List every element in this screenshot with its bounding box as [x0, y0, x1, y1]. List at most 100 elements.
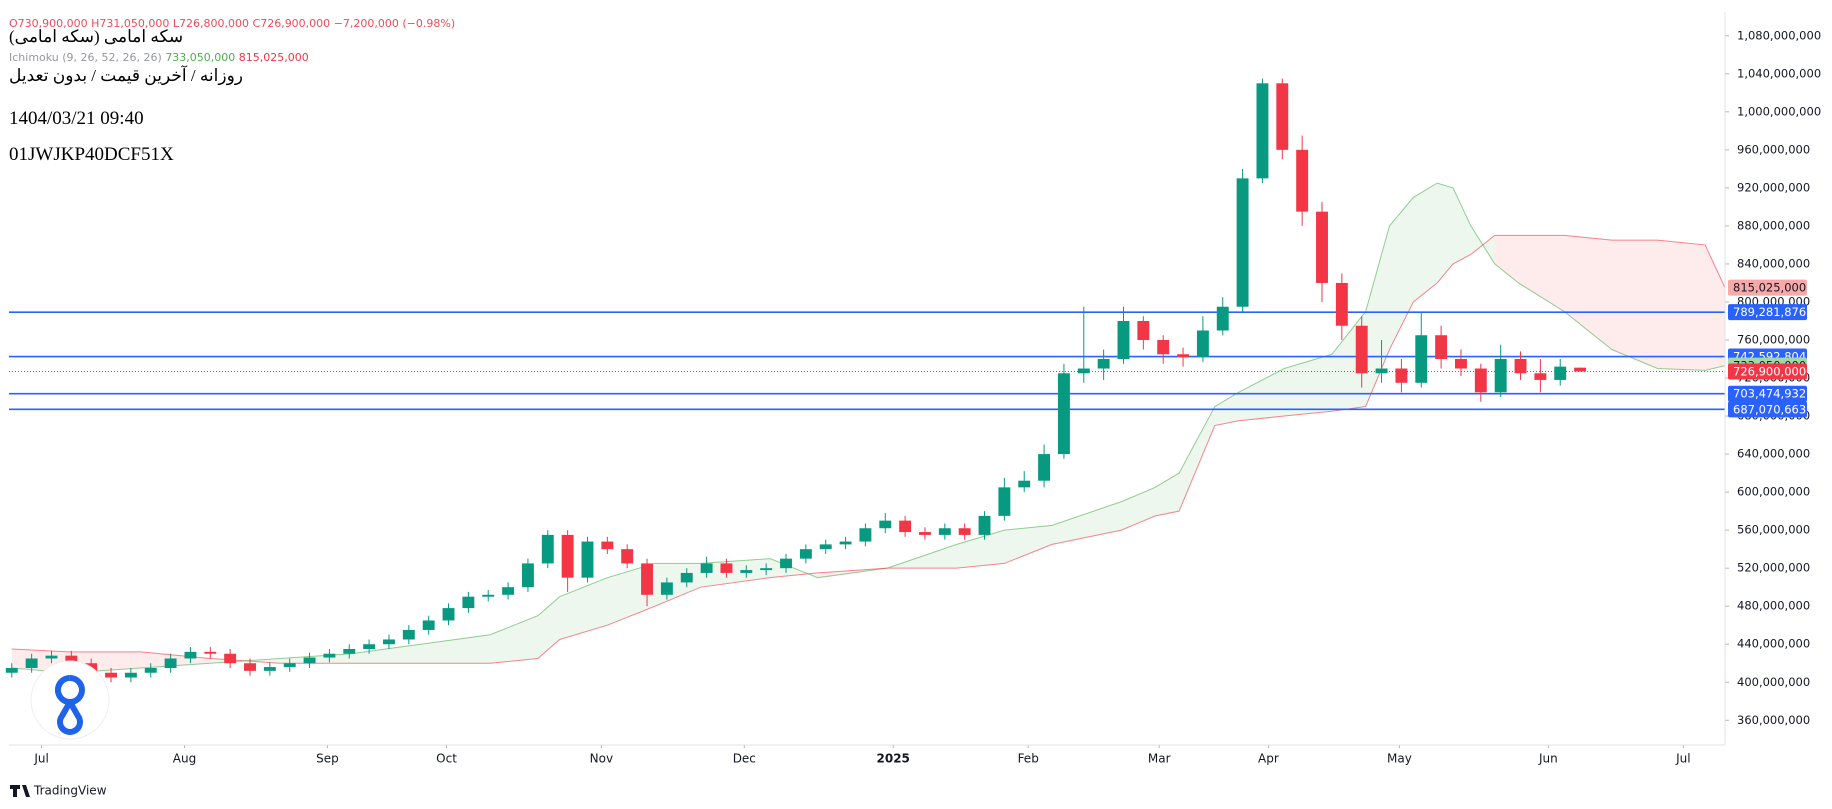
candle-body [799, 549, 812, 559]
price-tag [1728, 304, 1807, 321]
cloud-fill [1437, 183, 1454, 283]
candle-body [1435, 335, 1448, 360]
candle-body [1474, 368, 1487, 393]
candle-body [740, 570, 753, 573]
candle-body [919, 532, 931, 535]
candle-body [899, 520, 912, 533]
indicator-name: Ichimoku (9, 26, 52, 26, 26) [9, 51, 162, 64]
candle-body [1316, 211, 1328, 283]
candle-body [283, 663, 296, 668]
candle-body [422, 620, 435, 630]
candle-body [323, 653, 336, 658]
cloud-span-a [11, 182, 1726, 674]
candle-body [1514, 359, 1527, 374]
cloud-fill [1238, 368, 1285, 421]
candle-body [45, 655, 58, 659]
candle-body [462, 596, 475, 609]
y-tick-label: 840,000,000 [1737, 256, 1810, 270]
x-tick-label: May [1387, 752, 1412, 766]
candle-body [958, 528, 971, 535]
cloud-fill [1052, 501, 1122, 545]
indicator-legend: Ichimoku (9, 26, 52, 26, 26) 733,050,000… [9, 51, 309, 64]
candle-body [1574, 367, 1587, 372]
brand-icon [10, 785, 30, 797]
y-tick-label: 480,000,000 [1737, 599, 1810, 613]
candle-body [879, 520, 892, 529]
candle-body [244, 663, 256, 671]
candle-body [1177, 354, 1189, 358]
cloud-fill [1453, 187, 1471, 264]
candle-body [998, 487, 1011, 516]
candle-body [1117, 320, 1130, 360]
cloud-fill [956, 530, 1005, 569]
candle-body [1038, 454, 1051, 481]
candle-body [760, 568, 773, 571]
candle-body [65, 655, 78, 664]
price-tag [1728, 401, 1807, 418]
candle-body [601, 541, 614, 550]
candle-body [184, 651, 197, 659]
candle-body [1276, 83, 1289, 150]
candle-body [978, 515, 991, 535]
candle-body [1057, 373, 1070, 455]
candle-body [621, 549, 634, 564]
y-tick-label: 1,080,000,000 [1737, 28, 1821, 42]
candle-body [859, 528, 872, 542]
candle-body [839, 541, 852, 545]
ohlc-legend: O730,900,000 H731,050,000 L726,800,000 C… [9, 17, 455, 30]
candle-body [1077, 368, 1090, 374]
candle-body [124, 672, 137, 678]
ohlc-open: O730,900,000 [9, 17, 88, 30]
candle-body [1534, 373, 1547, 380]
candle-body [1554, 366, 1567, 380]
price-tag [1728, 385, 1807, 402]
candle-body [5, 667, 18, 673]
x-tick-label: Feb [1018, 752, 1039, 766]
candle-body [383, 639, 395, 645]
y-tick-label: 960,000,000 [1737, 142, 1810, 156]
candle-body [641, 563, 653, 595]
candle-body [1395, 368, 1408, 383]
candle-body [819, 544, 832, 550]
price-tag-label: 687,070,663 [1733, 402, 1806, 416]
candle-body [521, 563, 534, 588]
cloud-fill [490, 615, 538, 664]
cloud-fill [1365, 225, 1390, 407]
indicator-value: 815,025,000 [238, 51, 309, 64]
candle-body [700, 563, 713, 573]
ohlc-change: −7,200,000 (−0.98%) [333, 17, 456, 30]
cloud-fill [1611, 240, 1658, 369]
brand-name: TradingView [33, 784, 107, 798]
candle-body [442, 608, 455, 621]
candle-body [1137, 320, 1150, 340]
candle-body [204, 651, 217, 654]
candle-body [581, 541, 594, 578]
candle-body [780, 558, 792, 569]
cloud-fill [1705, 244, 1725, 371]
candle-body [1236, 178, 1249, 307]
y-tick-label: 600,000,000 [1737, 485, 1810, 499]
cloud-fill [1494, 235, 1519, 283]
y-tick-label: 920,000,000 [1737, 180, 1810, 194]
candle-body [541, 534, 554, 564]
x-tick-label: Jun [1538, 752, 1558, 766]
ohlc-low: L726,800,000 [172, 17, 250, 30]
timestamp: 1404/03/21 09:40 [9, 108, 144, 129]
y-tick-label: 1,000,000,000 [1737, 104, 1821, 118]
candle-body [363, 644, 376, 649]
y-tick-label: 880,000,000 [1737, 218, 1810, 232]
candle-body [502, 587, 515, 595]
candle-body [1296, 149, 1309, 212]
y-tick-label: 560,000,000 [1737, 523, 1810, 537]
candle-body [938, 528, 951, 535]
y-tick-label: 640,000,000 [1737, 447, 1810, 461]
x-tick-label: 2025 [877, 752, 910, 766]
x-tick-label: Dec [733, 752, 756, 766]
price-tag [1728, 279, 1807, 296]
x-tick-label: Jul [33, 752, 48, 766]
price-tag-label: 703,474,932 [1733, 387, 1806, 401]
x-tick-label: Sep [316, 752, 339, 766]
candle-body [1256, 83, 1269, 179]
candle-body [1216, 306, 1229, 331]
